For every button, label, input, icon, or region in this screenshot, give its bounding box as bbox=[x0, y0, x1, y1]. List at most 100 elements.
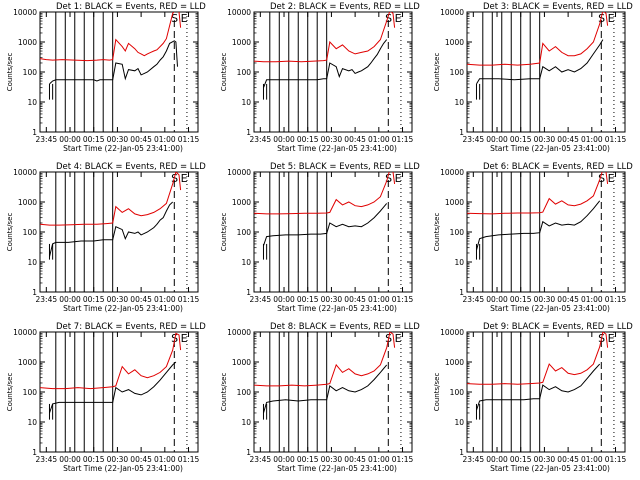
marker-lines bbox=[48, 12, 188, 132]
detector-panel-4: Det 4: BLACK = Events, RED = LLD 1 10 100 10… bbox=[6, 162, 206, 313]
y-axis-label: Counts/sec bbox=[220, 53, 228, 92]
series-group bbox=[40, 332, 182, 414]
x-axis-label: Start Time (22-Jan-05 23:41:00) bbox=[63, 304, 183, 313]
detector-panel-7: Det 7: BLACK = Events, RED = LLD 1 10 100 10… bbox=[6, 322, 206, 473]
x-axis-label: Start Time (22-Jan-05 23:41:00) bbox=[490, 144, 610, 153]
x-axis-label: Start Time (22-Jan-05 23:41:00) bbox=[490, 464, 610, 473]
detector-panel-2: Det 2: BLACK = Events, RED = LLD 1 10 100 10… bbox=[220, 2, 420, 153]
x-tick-label: 00:30 bbox=[107, 455, 129, 464]
x-tick-label: 00:15 bbox=[297, 455, 319, 464]
x-tick-label: 00:30 bbox=[534, 135, 556, 144]
panel-title: Det 8: BLACK = Events, RED = LLD bbox=[270, 322, 420, 332]
x-tick-label: 00:15 bbox=[510, 295, 532, 304]
end-annotation: E bbox=[608, 332, 615, 345]
marker-lines bbox=[475, 332, 615, 452]
y-tick-label: 1 bbox=[32, 448, 37, 457]
end-annotation: E bbox=[395, 12, 402, 25]
x-tick-label: 01:00 bbox=[154, 455, 176, 464]
y-tick-label: 10 bbox=[241, 418, 251, 427]
series-group bbox=[467, 172, 609, 251]
events-series-line bbox=[49, 361, 177, 414]
y-tick-label: 10 bbox=[454, 258, 464, 267]
y-tick-label: 100 bbox=[237, 228, 252, 237]
y-tick-label: 1 bbox=[459, 128, 464, 137]
y-tick-label: 10000 bbox=[13, 328, 37, 337]
y-tick-label: 1 bbox=[459, 448, 464, 457]
end-annotation: E bbox=[181, 172, 188, 185]
marker-lines bbox=[475, 172, 615, 292]
x-axis-label: Start Time (22-Jan-05 23:41:00) bbox=[63, 144, 183, 153]
y-tick-label: 1 bbox=[246, 448, 251, 457]
y-axis-label: Counts/sec bbox=[6, 373, 14, 412]
y-tick-label: 10 bbox=[27, 418, 37, 427]
x-tick-label: 23:45 bbox=[36, 455, 58, 464]
series-group bbox=[40, 12, 182, 85]
y-tick-label: 100 bbox=[23, 388, 38, 397]
y-tick-label: 1000 bbox=[232, 198, 251, 207]
end-annotation: E bbox=[608, 12, 615, 25]
x-tick-label: 00:45 bbox=[344, 295, 366, 304]
y-tick-label: 1 bbox=[32, 288, 37, 297]
lld-series-line bbox=[467, 12, 609, 66]
y-tick-label: 100 bbox=[237, 388, 252, 397]
y-axis-label: Counts/sec bbox=[6, 213, 14, 252]
panel-title: Det 6: BLACK = Events, RED = LLD bbox=[483, 162, 633, 172]
x-tick-label: 00:45 bbox=[130, 295, 152, 304]
events-series-line bbox=[49, 201, 174, 257]
x-tick-label: 00:00 bbox=[486, 455, 508, 464]
x-tick-label: 00:30 bbox=[321, 455, 343, 464]
marker-lines bbox=[48, 172, 188, 292]
x-tick-label: 23:45 bbox=[463, 295, 485, 304]
x-tick-label: 00:45 bbox=[130, 455, 152, 464]
x-axis-label: Start Time (22-Jan-05 23:41:00) bbox=[277, 464, 397, 473]
y-tick-label: 100 bbox=[450, 68, 465, 77]
marker-lines bbox=[475, 12, 615, 132]
panel-title: Det 9: BLACK = Events, RED = LLD bbox=[483, 322, 633, 332]
x-tick-label: 23:45 bbox=[463, 135, 485, 144]
detector-panel-8: Det 8: BLACK = Events, RED = LLD 1 10 100 10… bbox=[220, 322, 420, 473]
y-tick-label: 1000 bbox=[18, 38, 37, 47]
x-tick-label: 01:15 bbox=[605, 135, 627, 144]
y-tick-label: 10000 bbox=[13, 168, 37, 177]
x-tick-label: 00:00 bbox=[486, 295, 508, 304]
y-tick-label: 100 bbox=[450, 388, 465, 397]
y-tick-label: 10 bbox=[454, 418, 464, 427]
y-tick-label: 10000 bbox=[440, 328, 464, 337]
lld-series-line bbox=[40, 332, 182, 390]
y-tick-label: 10000 bbox=[227, 8, 251, 17]
x-tick-label: 01:15 bbox=[392, 295, 414, 304]
series-group bbox=[467, 332, 609, 411]
x-tick-label: 01:15 bbox=[392, 135, 414, 144]
x-tick-label: 00:45 bbox=[344, 135, 366, 144]
marker-lines bbox=[262, 332, 402, 452]
x-tick-label: 00:00 bbox=[273, 295, 295, 304]
lld-series-line bbox=[254, 12, 396, 63]
y-tick-label: 10 bbox=[27, 98, 37, 107]
panel-title: Det 7: BLACK = Events, RED = LLD bbox=[56, 322, 206, 332]
end-annotation: E bbox=[395, 172, 402, 185]
y-axis-label: Counts/sec bbox=[433, 53, 441, 92]
start-annotation: S bbox=[598, 172, 605, 185]
x-tick-label: 00:00 bbox=[273, 455, 295, 464]
start-annotation: S bbox=[385, 12, 392, 25]
detector-panel-3: Det 3: BLACK = Events, RED = LLD 1 10 100 10… bbox=[433, 2, 633, 153]
lld-series-line bbox=[467, 172, 609, 215]
x-tick-label: 00:45 bbox=[557, 455, 579, 464]
y-tick-label: 10 bbox=[241, 98, 251, 107]
y-axis-label: Counts/sec bbox=[220, 213, 228, 252]
panel-title: Det 2: BLACK = Events, RED = LLD bbox=[270, 2, 420, 12]
y-tick-label: 1 bbox=[246, 288, 251, 297]
end-annotation: E bbox=[395, 332, 402, 345]
y-tick-label: 1000 bbox=[18, 198, 37, 207]
series-group bbox=[254, 332, 396, 414]
y-tick-label: 1 bbox=[32, 128, 37, 137]
events-series-line bbox=[476, 363, 601, 411]
y-axis-label: Counts/sec bbox=[433, 213, 441, 252]
x-tick-label: 00:45 bbox=[344, 455, 366, 464]
x-tick-label: 01:00 bbox=[581, 455, 603, 464]
x-tick-label: 00:15 bbox=[83, 455, 105, 464]
detector-panel-1: Det 1: BLACK = Events, RED = LLD 1 10 100 10… bbox=[6, 2, 206, 153]
start-annotation: S bbox=[171, 12, 178, 25]
marker-lines bbox=[48, 332, 188, 452]
